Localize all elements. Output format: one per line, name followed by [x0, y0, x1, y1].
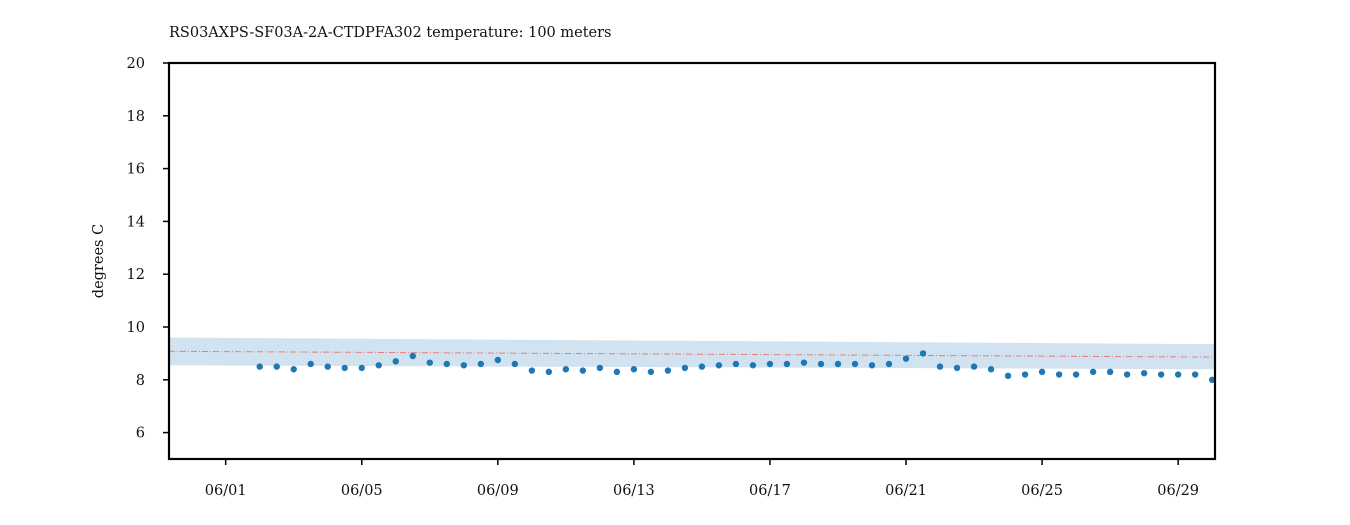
data-point	[307, 360, 314, 368]
x-tick-label: 06/01	[205, 483, 247, 499]
data-point	[715, 362, 723, 369]
data-point	[256, 363, 263, 370]
x-tick-label: 06/25	[1021, 483, 1063, 499]
data-point	[1055, 371, 1063, 378]
data-point	[392, 358, 399, 365]
data-point	[579, 367, 587, 374]
y-tick-label: 20	[127, 56, 145, 72]
plot-area	[168, 337, 1216, 383]
x-tick-label: 06/17	[749, 483, 791, 499]
x-tick-label: 06/21	[885, 483, 927, 499]
data-point	[1123, 371, 1131, 378]
x-tick-label: 06/13	[613, 483, 655, 499]
y-tick-label: 8	[136, 373, 145, 389]
data-point	[834, 360, 842, 368]
data-point	[919, 350, 927, 357]
data-point	[1191, 371, 1199, 378]
y-tick-label: 14	[127, 214, 145, 230]
x-tick-label: 06/09	[477, 483, 519, 499]
data-point	[851, 360, 859, 368]
data-point	[800, 359, 808, 366]
data-point	[341, 364, 348, 372]
data-point	[290, 366, 297, 373]
data-point	[698, 363, 706, 370]
data-point	[1140, 370, 1148, 377]
data-point	[783, 360, 791, 368]
x-tick-label: 06/05	[341, 483, 383, 499]
data-point	[477, 360, 485, 368]
data-point	[358, 364, 365, 372]
data-point	[545, 368, 553, 376]
data-point	[460, 362, 468, 369]
data-point	[766, 360, 774, 368]
data-point	[409, 352, 416, 360]
data-point	[749, 362, 757, 369]
data-point	[443, 360, 450, 368]
data-point	[562, 366, 570, 373]
data-point	[868, 362, 876, 369]
data-point	[596, 364, 604, 372]
data-point	[732, 360, 740, 368]
data-point	[1157, 371, 1165, 378]
data-point	[1021, 371, 1029, 378]
data-point	[426, 359, 433, 366]
data-point	[1106, 368, 1114, 376]
y-axis-label: degrees C	[91, 224, 107, 298]
data-point	[681, 364, 689, 372]
data-point	[324, 363, 331, 370]
data-point	[511, 360, 519, 368]
data-point	[987, 366, 995, 373]
data-point	[953, 364, 961, 372]
y-tick-label: 16	[127, 162, 145, 178]
chart-title: RS03AXPS-SF03A-2A-CTDPFA302 temperature:…	[169, 25, 612, 41]
climatology-mean-line	[168, 350, 1216, 358]
data-point	[664, 367, 672, 374]
plot-frame	[167, 61, 1217, 461]
data-point	[902, 355, 910, 362]
data-point	[630, 366, 638, 373]
data-point	[613, 368, 621, 376]
y-tick-label: 10	[127, 320, 145, 336]
data-point	[1038, 368, 1046, 376]
data-point	[970, 363, 978, 370]
data-point	[936, 363, 944, 370]
data-point	[1089, 368, 1097, 376]
data-point	[885, 360, 893, 368]
data-point	[1208, 376, 1216, 383]
y-tick-label: 18	[127, 109, 145, 125]
y-axis: 6 8 10 12 14 16 18 20	[127, 56, 169, 442]
y-tick-label: 12	[127, 267, 145, 283]
data-point	[273, 363, 280, 370]
data-point	[375, 362, 382, 369]
data-point	[1072, 371, 1080, 378]
data-point	[494, 356, 502, 364]
data-point	[528, 367, 536, 374]
data-point	[1004, 372, 1012, 380]
data-point	[647, 368, 655, 376]
x-axis: 06/01 06/05 06/09 06/13 06/17 06/21 06/25 06/29	[205, 459, 1199, 499]
y-tick-label: 6	[136, 426, 145, 442]
data-point	[817, 360, 825, 368]
x-tick-label: 06/29	[1157, 483, 1199, 499]
data-point	[1174, 371, 1182, 378]
